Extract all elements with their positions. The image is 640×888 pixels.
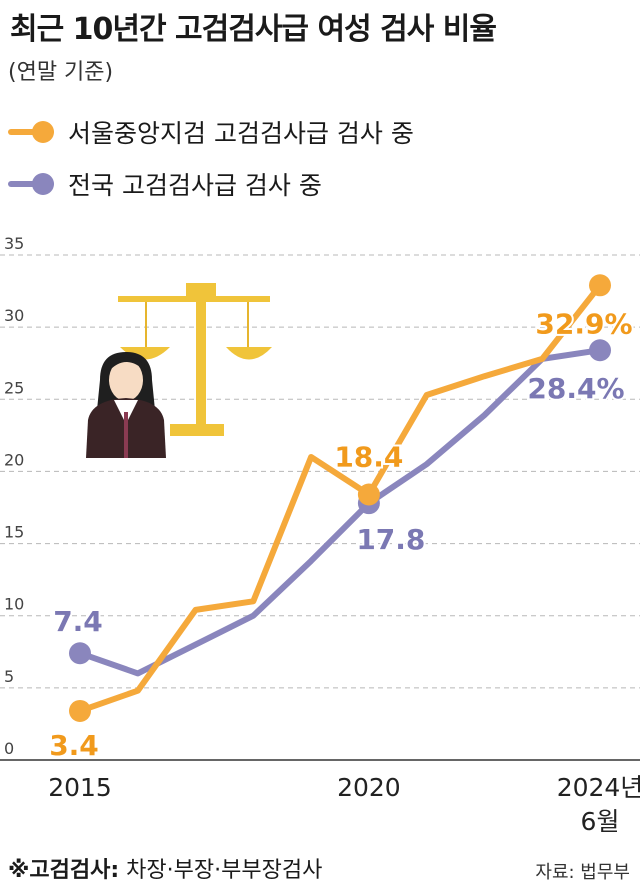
legend-swatch-national [8,164,54,204]
footnote: ※고검검사: 차장·부장·부부장검사 [8,852,322,884]
footnote-text: 차장·부장·부부장검사 [126,858,323,883]
y-tick-label: 25 [4,378,24,397]
y-tick-label: 5 [4,667,14,686]
chart-title: 최근 10년간 고검검사급 여성 검사 비율 [10,12,497,47]
y-tick-label: 35 [4,234,24,253]
legend-item-seoul: 서울중앙지검 고검검사급 검사 중 [8,112,414,152]
data-point-seoul [357,483,380,506]
x-tick-label: 2024년 6월 [557,773,640,836]
data-label-seoul: 18.4 [334,441,403,474]
legend-item-national: 전국 고검검사급 검사 중 [8,164,322,204]
x-tick-label: 2015 [48,773,112,802]
illustration [86,283,272,458]
source-note: 자료: 법무부 [535,862,630,883]
scales-of-justice-icon [118,283,272,436]
footnote-mark: ※고검검사: [8,858,120,883]
series-line-national [77,347,603,677]
legend-label-seoul: 서울중앙지검 고검검사급 검사 중 [68,119,414,148]
data-label-national: 28.4% [527,372,624,405]
female-prosecutor-icon [86,352,166,458]
data-point-national [69,642,91,665]
chart-subtitle: (연말 기준) [8,60,114,85]
data-label-national: 17.8 [356,523,425,556]
data-point-seoul [69,699,91,722]
y-tick-label: 20 [4,450,24,469]
series-line-seoul [77,282,603,714]
data-label-seoul: 3.4 [49,729,99,762]
y-tick-label: 10 [4,595,24,614]
legend-label-national: 전국 고검검사급 검사 중 [68,171,322,200]
data-label-national: 7.4 [53,605,103,638]
y-tick-label: 0 [4,739,14,758]
x-tick-label: 2020 [337,773,401,802]
data-point-national [589,339,611,362]
y-tick-label: 15 [4,523,24,542]
data-label-seoul: 32.9% [535,307,632,340]
y-tick-label: 30 [4,306,24,325]
legend-swatch-seoul [8,112,54,152]
data-point-seoul [589,274,611,297]
